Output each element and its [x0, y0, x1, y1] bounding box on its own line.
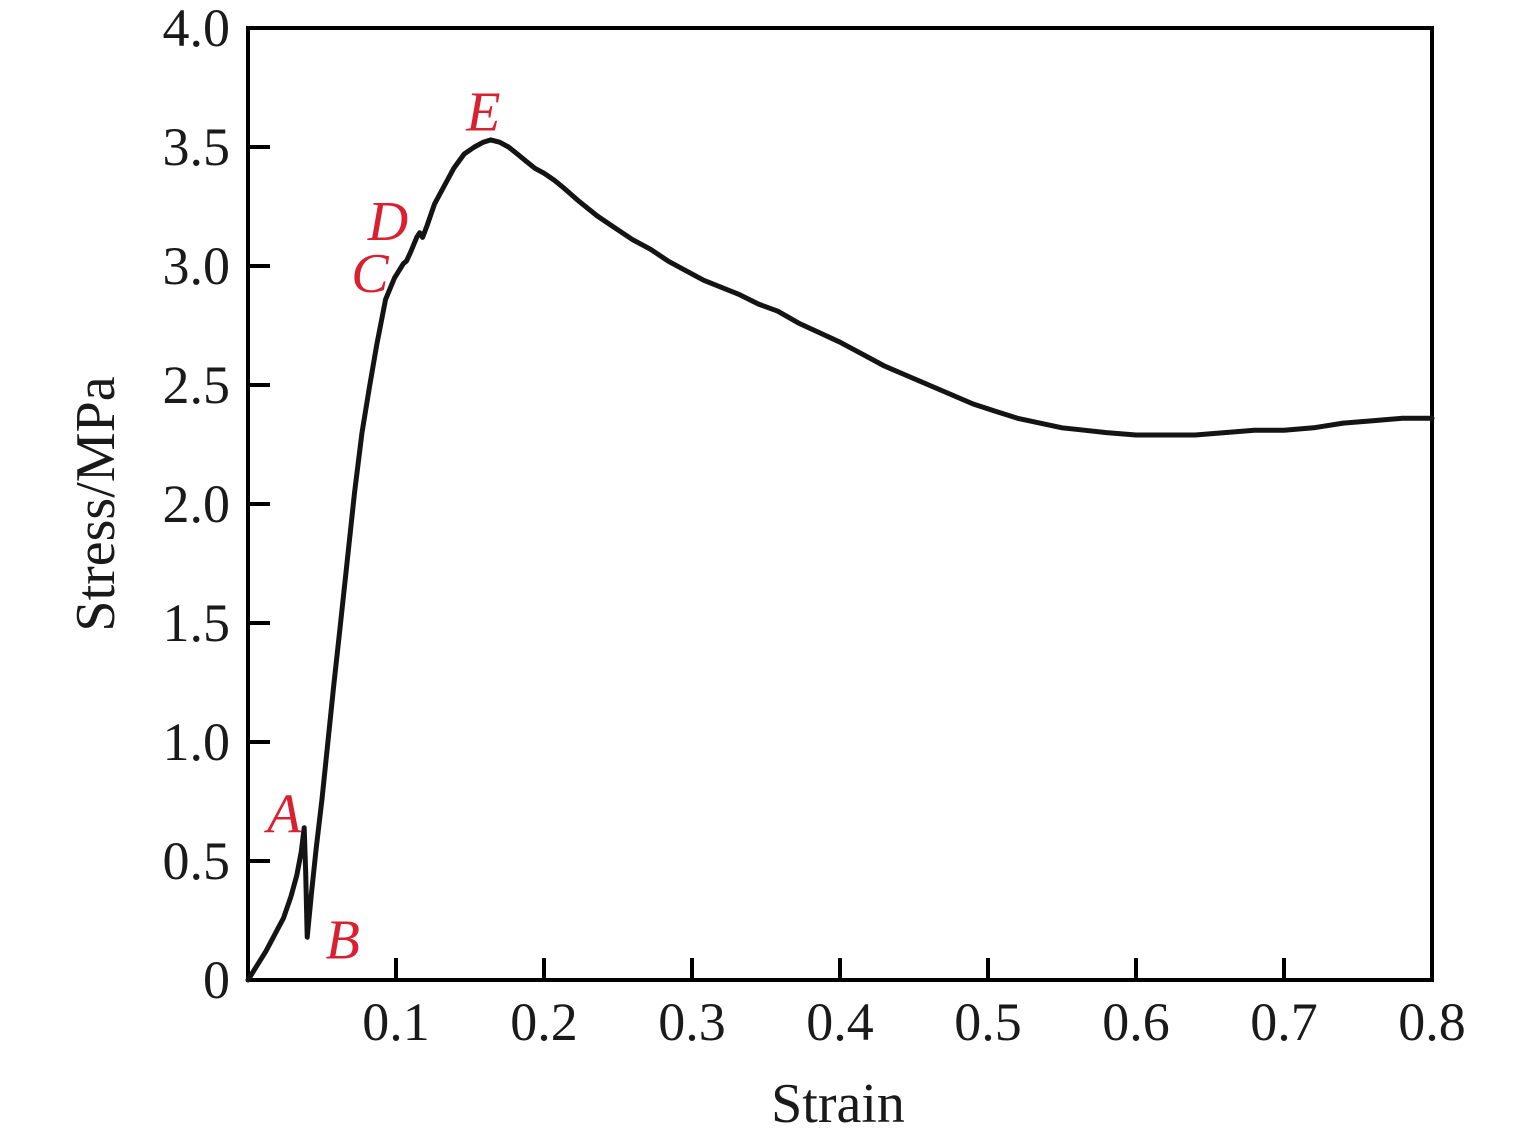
point-label-B: B [326, 910, 360, 972]
y-tick-label-2.0: 2.0 [163, 474, 231, 534]
x-tick-label-0.5: 0.5 [954, 992, 1022, 1052]
y-tick-label-3.5: 3.5 [163, 117, 231, 177]
x-tick-label-0.2: 0.2 [510, 992, 578, 1052]
point-label-E: E [465, 81, 500, 143]
y-tick-label-4.0: 4.0 [163, 0, 231, 58]
axis-frame [246, 26, 1434, 982]
y-axis-title: Stress/MPa [65, 376, 127, 632]
x-tick-label-0.4: 0.4 [806, 992, 874, 1052]
y-tick-label-3.0: 3.0 [163, 236, 231, 296]
y-tick-label-0: 0 [203, 950, 230, 1010]
x-tick-label-0.7: 0.7 [1250, 992, 1318, 1052]
x-tick-label-0.3: 0.3 [658, 992, 726, 1052]
y-tick-label-1.0: 1.0 [163, 712, 231, 772]
y-tick-label-0.5: 0.5 [163, 831, 231, 891]
x-tick-label-0.8: 0.8 [1398, 992, 1466, 1052]
point-label-C: C [351, 243, 389, 305]
y-tick-label-2.5: 2.5 [163, 355, 231, 415]
point-label-A: A [263, 783, 302, 845]
point-label-D: D [367, 191, 408, 253]
x-tick-label-0.6: 0.6 [1102, 992, 1170, 1052]
x-tick-label-0.1: 0.1 [362, 992, 430, 1052]
x-axis-title: Strain [771, 1073, 905, 1135]
y-tick-label-1.5: 1.5 [163, 593, 231, 653]
curve-stress-strain-curve [245, 137, 1435, 983]
